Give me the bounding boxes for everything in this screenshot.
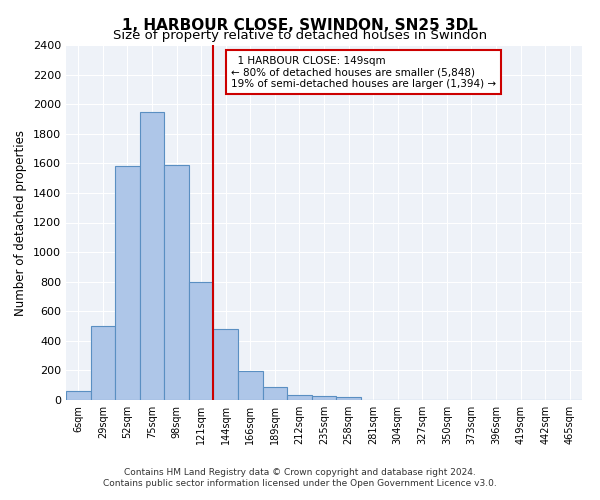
Bar <box>287 395 312 400</box>
Bar <box>164 165 189 400</box>
Bar <box>91 326 115 400</box>
Bar <box>336 397 361 400</box>
Bar <box>263 386 287 400</box>
Bar <box>140 112 164 400</box>
Bar <box>312 396 336 400</box>
Text: Size of property relative to detached houses in Swindon: Size of property relative to detached ho… <box>113 29 487 42</box>
Text: Contains HM Land Registry data © Crown copyright and database right 2024.
Contai: Contains HM Land Registry data © Crown c… <box>103 468 497 487</box>
Y-axis label: Number of detached properties: Number of detached properties <box>14 130 28 316</box>
Bar <box>66 391 91 400</box>
Text: 1, HARBOUR CLOSE, SWINDON, SN25 3DL: 1, HARBOUR CLOSE, SWINDON, SN25 3DL <box>122 18 478 32</box>
Bar <box>238 371 263 400</box>
Bar <box>115 166 140 400</box>
Bar <box>189 282 214 400</box>
Text: 1 HARBOUR CLOSE: 149sqm
← 80% of detached houses are smaller (5,848)
19% of semi: 1 HARBOUR CLOSE: 149sqm ← 80% of detache… <box>231 56 496 89</box>
Bar <box>214 329 238 400</box>
